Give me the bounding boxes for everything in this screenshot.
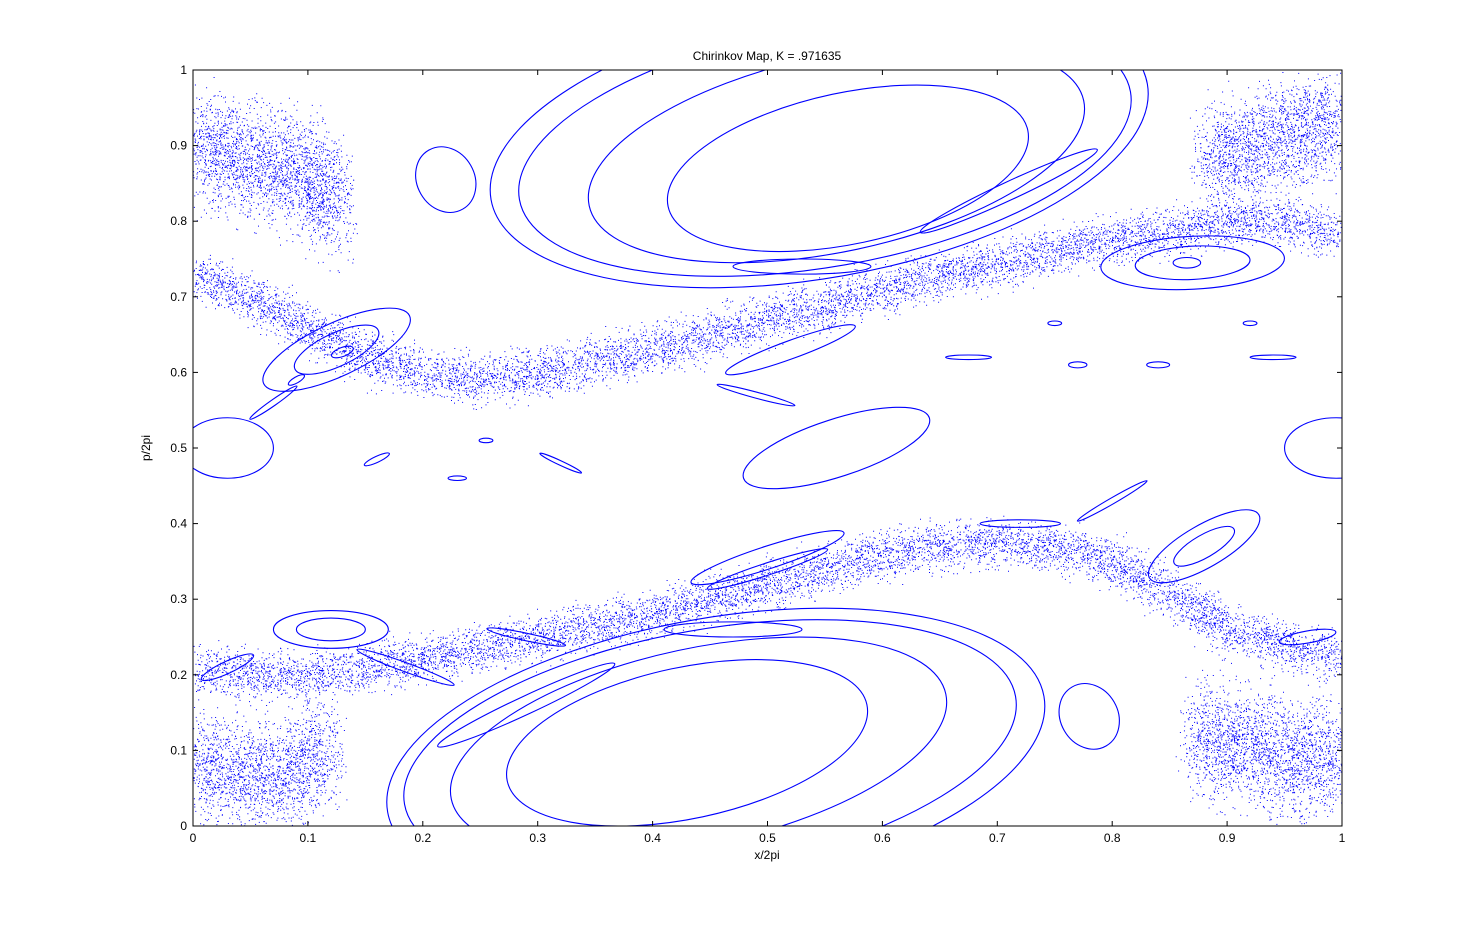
- invariant-curve: [1067, 361, 1088, 369]
- x-axis-label: x/2pi: [754, 848, 779, 862]
- invariant-curve: [363, 452, 390, 467]
- plot-area: [193, 70, 1342, 826]
- invariant-curve: [1172, 256, 1202, 269]
- invariant-curve: [945, 354, 993, 361]
- invariant-curve: [330, 345, 354, 359]
- chaotic-regions: [193, 72, 1342, 826]
- invariant-curve: [386, 607, 1046, 826]
- invariant-curve: [1146, 361, 1171, 369]
- invariant-curve: [506, 659, 869, 826]
- x-axis: 0 0.1 0.2 0.3 0.4 0.5 0.6 0.7 0.8 0.9 1: [190, 70, 1346, 845]
- invariant-curve: [690, 529, 845, 586]
- invariant-curve: [1147, 509, 1261, 584]
- y-tick-label: 0.1: [170, 743, 187, 757]
- invariant-curve: [732, 258, 872, 275]
- y-tick-label: 0.8: [170, 214, 187, 228]
- invariant-curve: [403, 619, 1017, 826]
- chart-title: Chirinkov Map, K = .971635: [693, 49, 842, 63]
- invariant-curve: [666, 84, 1029, 253]
- invariant-curve: [200, 653, 255, 682]
- invariant-curve: [518, 70, 1132, 277]
- invariant-curve: [1173, 525, 1236, 567]
- invariant-curve: [587, 70, 1086, 264]
- invariant-curve: [1134, 245, 1251, 281]
- invariant-curve: [478, 437, 494, 444]
- invariant-curve: [293, 324, 380, 375]
- invariant-curve: [539, 452, 583, 474]
- y-tick-label: 0.3: [170, 592, 187, 606]
- invariant-curve: [716, 383, 796, 407]
- invariant-curve: [1284, 417, 1342, 479]
- y-axis: 0 0.1 0.2 0.3 0.4 0.5 0.6 0.7 0.8 0.9 1: [170, 63, 1342, 833]
- invariant-curve: [415, 146, 477, 213]
- x-tick-label: 0.2: [414, 831, 431, 845]
- invariant-curve: [919, 148, 1098, 234]
- invariant-curve: [449, 636, 948, 826]
- y-tick-label: 0.2: [170, 668, 187, 682]
- invariant-curve: [295, 617, 366, 642]
- y-tick-label: 0: [180, 819, 187, 833]
- invariant-curve: [1076, 480, 1148, 522]
- invariant-curve: [742, 406, 931, 490]
- invariant-curve: [437, 662, 616, 748]
- x-tick-label: 1: [1339, 831, 1346, 845]
- x-tick-label: 0.5: [759, 831, 776, 845]
- invariant-curve: [1278, 628, 1337, 646]
- y-tick-label: 0.4: [170, 517, 187, 531]
- x-tick-label: 0.8: [1104, 831, 1121, 845]
- y-tick-label: 0.6: [170, 365, 187, 379]
- x-tick-label: 0.6: [874, 831, 891, 845]
- x-tick-label: 0.4: [644, 831, 661, 845]
- invariant-curve: [725, 324, 856, 376]
- invariant-curve: [249, 385, 298, 420]
- invariant-curve: [1100, 235, 1285, 291]
- invariant-curve: [486, 627, 567, 647]
- invariant-curve: [447, 475, 468, 482]
- x-tick-label: 0.7: [989, 831, 1006, 845]
- chaotic-scatter-points: [193, 72, 1342, 826]
- invariant-curve: [1242, 320, 1258, 327]
- invariant-curve: [272, 609, 389, 649]
- invariant-curve: [262, 307, 411, 392]
- invariant-curve: [706, 548, 829, 590]
- invariant-curves: [193, 70, 1342, 826]
- y-tick-label: 0.9: [170, 139, 187, 153]
- invariant-curve: [489, 70, 1149, 289]
- invariant-curve: [1047, 320, 1063, 327]
- invariant-curve: [663, 621, 803, 638]
- invariant-curve: [193, 417, 274, 479]
- invariant-curve: [1249, 354, 1297, 361]
- y-tick-label: 0.7: [170, 290, 187, 304]
- x-tick-label: 0.1: [300, 831, 317, 845]
- x-tick-label: 0.9: [1219, 831, 1236, 845]
- y-axis-label: p/2pi: [139, 435, 153, 461]
- y-tick-label: 1: [180, 63, 187, 77]
- x-tick-label: 0: [190, 831, 197, 845]
- invariant-curve: [287, 374, 306, 386]
- invariant-curve: [979, 519, 1062, 528]
- invariant-curve: [1058, 683, 1120, 750]
- y-tick-label: 0.5: [170, 441, 187, 455]
- x-tick-label: 0.3: [529, 831, 546, 845]
- invariant-curve: [356, 648, 455, 686]
